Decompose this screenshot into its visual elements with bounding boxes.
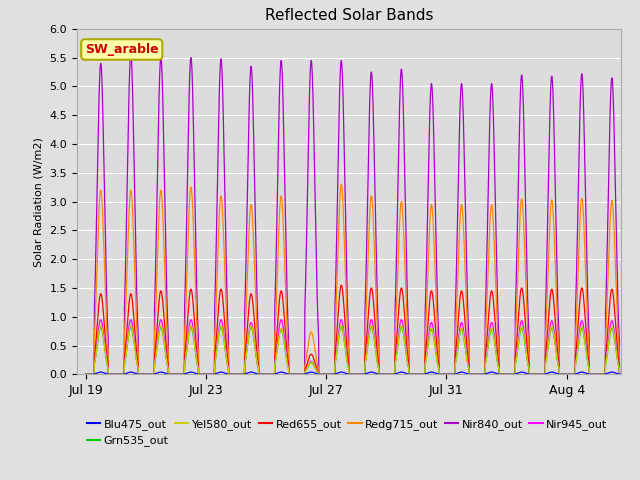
- Yel580_out: [97, 323, 104, 328]
- Line: Blu475_out: Blu475_out: [86, 372, 627, 374]
- Nir945_out: [82, 372, 90, 377]
- Redg715_out: [553, 313, 561, 319]
- Grn535_out: [82, 372, 90, 377]
- Nir840_out: [374, 302, 381, 308]
- Line: Grn535_out: Grn535_out: [86, 327, 627, 374]
- Nir840_out: [278, 73, 286, 79]
- Grn535_out: [202, 372, 210, 377]
- Blu475_out: [553, 371, 561, 376]
- Grn535_out: [97, 324, 104, 330]
- Red655_out: [202, 372, 209, 377]
- Redg715_out: [167, 372, 175, 377]
- Redg715_out: [278, 199, 286, 205]
- Line: Nir840_out: Nir840_out: [86, 55, 627, 374]
- Yel580_out: [167, 372, 175, 377]
- Blu475_out: [623, 372, 630, 377]
- Red655_out: [82, 372, 90, 377]
- Red655_out: [374, 352, 381, 358]
- Blu475_out: [134, 372, 142, 377]
- Blu475_out: [167, 372, 175, 377]
- Redg715_out: [374, 331, 381, 336]
- Yel580_out: [278, 328, 286, 334]
- Blu475_out: [278, 369, 286, 375]
- Line: Yel580_out: Yel580_out: [86, 325, 627, 374]
- Nir945_out: [623, 372, 630, 377]
- Blu475_out: [374, 371, 381, 377]
- Redg715_out: [202, 372, 209, 377]
- Blu475_out: [202, 372, 210, 377]
- Grn535_out: [134, 372, 142, 377]
- Nir840_out: [134, 372, 142, 377]
- Red655_out: [134, 362, 142, 368]
- Yel580_out: [202, 372, 210, 377]
- Nir945_out: [374, 359, 381, 365]
- Red655_out: [553, 343, 561, 349]
- Grn535_out: [374, 361, 381, 367]
- Red655_out: [278, 291, 286, 297]
- Red655_out: [623, 372, 630, 377]
- Nir840_out: [553, 273, 561, 278]
- Redg715_out: [623, 372, 630, 377]
- Nir945_out: [553, 354, 561, 360]
- Nir840_out: [82, 372, 90, 377]
- Nir945_out: [97, 317, 104, 323]
- Y-axis label: Solar Radiation (W/m2): Solar Radiation (W/m2): [34, 137, 44, 266]
- Redg715_out: [337, 181, 345, 187]
- Grn535_out: [623, 372, 630, 377]
- Grn535_out: [167, 372, 175, 377]
- Nir945_out: [202, 372, 210, 377]
- Nir840_out: [623, 372, 630, 377]
- Line: Redg715_out: Redg715_out: [86, 184, 627, 374]
- Nir840_out: [202, 372, 210, 377]
- Line: Red655_out: Red655_out: [86, 285, 627, 374]
- Red655_out: [167, 372, 175, 377]
- Yel580_out: [134, 372, 142, 377]
- Yel580_out: [623, 372, 630, 377]
- Blu475_out: [82, 372, 90, 377]
- Blu475_out: [97, 369, 104, 375]
- Red655_out: [337, 282, 345, 288]
- Text: SW_arable: SW_arable: [85, 43, 159, 56]
- Nir945_out: [278, 320, 286, 325]
- Grn535_out: [278, 329, 286, 335]
- Redg715_out: [134, 350, 142, 356]
- Title: Reflected Solar Bands: Reflected Solar Bands: [264, 9, 433, 24]
- Nir945_out: [134, 372, 142, 377]
- Nir840_out: [127, 52, 134, 58]
- Nir840_out: [167, 372, 175, 377]
- Yel580_out: [82, 372, 90, 377]
- Grn535_out: [553, 356, 561, 362]
- Yel580_out: [553, 356, 561, 361]
- Legend: Blu475_out, Grn535_out, Yel580_out, Red655_out, Redg715_out, Nir840_out, Nir945_: Blu475_out, Grn535_out, Yel580_out, Red6…: [83, 415, 612, 451]
- Line: Nir945_out: Nir945_out: [86, 320, 627, 374]
- Redg715_out: [82, 372, 90, 377]
- Yel580_out: [374, 360, 381, 366]
- Nir945_out: [167, 372, 175, 377]
